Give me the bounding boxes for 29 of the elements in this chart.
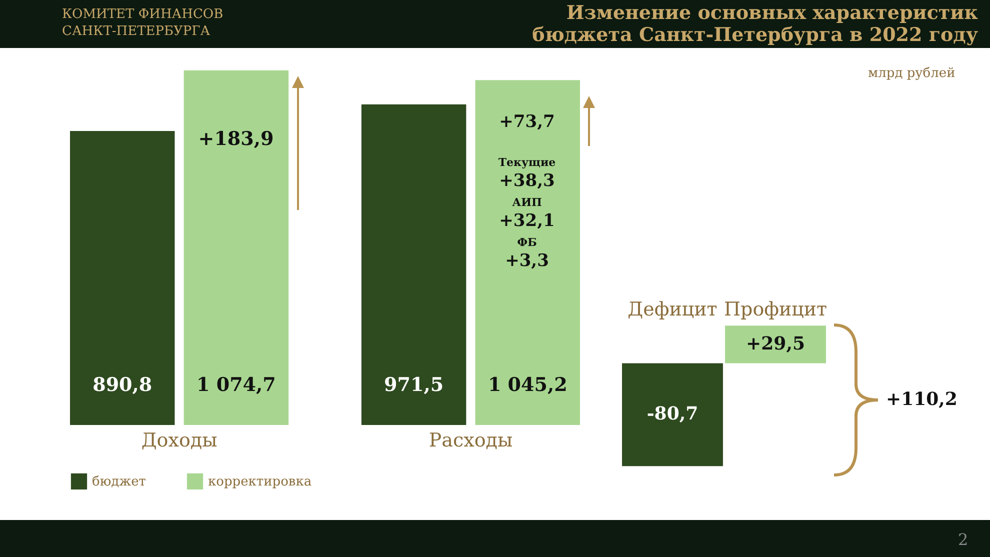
annotation: Текущие [497, 156, 557, 169]
bar [70, 131, 175, 425]
text: 2 [958, 530, 968, 549]
legend-label: корректировка [208, 474, 312, 490]
text: +110,2 [886, 389, 958, 410]
text: млрд рублей [868, 66, 956, 81]
data-label: -80,7 [646, 404, 698, 425]
x-tick-label: Расходы [428, 430, 513, 452]
data-label: 1 045,2 [488, 374, 568, 396]
bar [184, 70, 289, 425]
bar [361, 104, 466, 425]
data-label: 971,5 [384, 374, 444, 396]
x-tick-label: Дефицит [628, 298, 718, 320]
annotation: +3,3 [504, 251, 550, 271]
x-tick-label: Профицит [724, 298, 828, 320]
legend-label: бюджет [92, 474, 146, 490]
annotation: +183,9 [197, 128, 275, 150]
data-label: 1 074,7 [196, 374, 276, 396]
x-tick-label: Доходы [141, 430, 218, 452]
text: Изменение основных характеристик бюджета Санкт-Петербурга в 2022 году [531, 2, 978, 46]
data-label: +29,5 [746, 333, 805, 354]
bar [475, 80, 580, 425]
annotation: +73,7 [498, 112, 556, 132]
annotation: +38,3 [498, 171, 556, 191]
annotation: АИП [511, 196, 543, 209]
data-label: 890,8 [92, 374, 152, 396]
annotation: ФБ [516, 236, 538, 249]
annotation: +32,1 [498, 211, 556, 231]
text: КОМИТЕТ ФИНАНСОВ САНКТ-ПЕТЕРБУРГА [62, 6, 224, 40]
